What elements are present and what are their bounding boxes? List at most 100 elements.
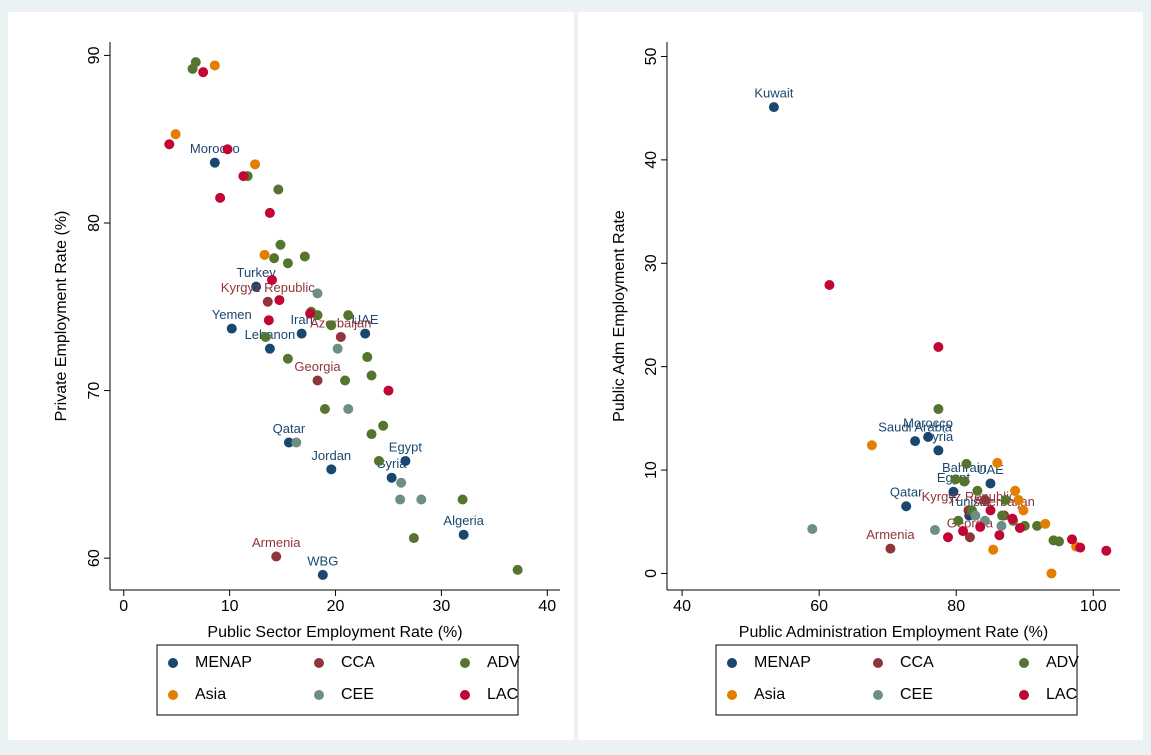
point-label: Azerbaijan <box>310 315 371 330</box>
point <box>1075 542 1086 553</box>
point <box>366 429 377 440</box>
legend-label: LAC <box>487 686 518 703</box>
point <box>400 455 411 466</box>
legend-marker <box>727 690 737 700</box>
point <box>1046 568 1057 579</box>
point <box>458 529 469 540</box>
point <box>362 352 373 363</box>
legend-label: Asia <box>195 686 226 703</box>
point <box>457 494 468 505</box>
y-tick-label: 0 <box>643 569 660 578</box>
point-label: Armenia <box>866 527 915 542</box>
point <box>269 253 280 264</box>
point <box>972 485 983 496</box>
point <box>961 458 972 469</box>
point <box>170 129 181 140</box>
point-label: Kyrgyz Republic <box>922 489 1016 504</box>
point <box>950 474 961 485</box>
legend-label: CEE <box>341 686 374 703</box>
point <box>291 437 302 448</box>
y-tick-label: 30 <box>643 254 660 272</box>
point <box>366 370 377 381</box>
point-label: Armenia <box>252 535 301 550</box>
legend-marker <box>873 690 883 700</box>
point <box>1101 545 1112 556</box>
x-tick-label: 0 <box>119 598 128 615</box>
point <box>319 404 330 415</box>
point <box>396 477 407 488</box>
point <box>222 144 233 155</box>
point <box>260 331 271 342</box>
point <box>263 315 274 326</box>
point <box>885 543 896 554</box>
point <box>373 455 384 466</box>
point <box>416 494 427 505</box>
legend-label: MENAP <box>195 654 252 671</box>
point <box>996 520 1007 531</box>
point <box>226 323 237 334</box>
point <box>512 564 523 575</box>
point <box>264 343 275 354</box>
legend-label: Asia <box>754 686 785 703</box>
point-label: Georgia <box>294 359 341 374</box>
legend-marker <box>460 690 470 700</box>
point-label: UAE <box>352 312 379 327</box>
y-tick-label: 50 <box>643 47 660 65</box>
legend-label: ADV <box>487 654 520 671</box>
point-label: Syria <box>377 456 407 471</box>
x-tick-label: 20 <box>327 598 345 615</box>
point <box>975 521 986 532</box>
point-label: Turkey <box>236 265 276 280</box>
point <box>296 328 307 339</box>
point <box>1048 535 1059 546</box>
point <box>274 295 285 306</box>
point <box>1007 513 1018 524</box>
point <box>988 544 999 555</box>
point <box>326 464 337 475</box>
point <box>1040 518 1051 529</box>
point <box>1013 495 1024 506</box>
point <box>992 457 1003 468</box>
point <box>985 478 996 489</box>
legend-marker <box>314 658 324 668</box>
point <box>164 139 175 150</box>
point <box>923 431 934 442</box>
y-tick-label: 80 <box>86 214 103 232</box>
y-tick-label: 60 <box>86 549 103 567</box>
point-label: Morocco <box>903 415 953 430</box>
point <box>970 510 981 521</box>
point <box>395 494 406 505</box>
point <box>964 532 975 543</box>
point <box>305 308 316 319</box>
point <box>1010 485 1021 496</box>
point <box>312 375 323 386</box>
point <box>259 249 270 260</box>
legend-label: CCA <box>900 654 934 671</box>
point-label: Saudi Arabia <box>878 420 952 435</box>
point <box>317 569 328 580</box>
point <box>378 420 389 431</box>
point <box>215 192 226 203</box>
point-label: Egypt <box>389 439 423 454</box>
legend-label: ADV <box>1046 654 1079 671</box>
legend-marker <box>1019 690 1029 700</box>
x-tick-label: 40 <box>673 598 691 615</box>
point <box>979 495 990 506</box>
legend-box <box>156 644 519 716</box>
point-label: Qatar <box>273 421 306 436</box>
legend-marker <box>727 658 737 668</box>
point <box>408 533 419 544</box>
point <box>360 328 371 339</box>
legend-marker <box>1019 658 1029 668</box>
point <box>343 404 354 415</box>
point <box>343 310 354 321</box>
point <box>283 437 294 448</box>
y-axis-title: Private Employment Rate (%) <box>53 211 70 422</box>
x-axis-title: Public Administration Employment Rate (%… <box>739 624 1048 641</box>
point <box>959 476 970 487</box>
point <box>312 288 323 299</box>
point <box>238 171 249 182</box>
point <box>262 296 273 307</box>
point <box>187 63 198 74</box>
